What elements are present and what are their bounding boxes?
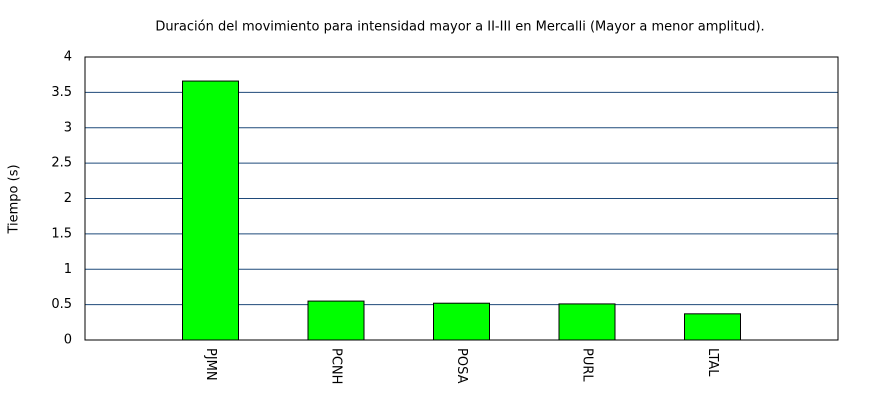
- x-tick-label: PJMN: [203, 348, 218, 381]
- bar: [558, 303, 616, 341]
- x-tick-label: PCNH: [329, 348, 344, 384]
- bar: [433, 302, 490, 341]
- chart-title: Duración del movimiento para intensidad …: [155, 20, 764, 35]
- x-tick-label: POSA: [454, 348, 469, 384]
- y-tick-label: 0: [64, 333, 72, 348]
- y-tick-label: 3: [64, 120, 72, 135]
- bar: [182, 80, 239, 341]
- y-tick-label: 1.5: [51, 226, 72, 241]
- y-tick-label: 2.5: [51, 156, 72, 171]
- y-tick-label: 1: [64, 262, 72, 277]
- x-tick-label: LTAL: [705, 348, 720, 377]
- y-tick-label: 3.5: [51, 85, 72, 100]
- y-axis-label: Tiempo (s): [7, 164, 22, 234]
- y-tick-label: 0.5: [51, 297, 72, 312]
- bar: [307, 300, 365, 341]
- y-tick-label: 2: [64, 191, 72, 206]
- bar: [684, 313, 741, 341]
- x-tick-label: PURL: [580, 348, 595, 382]
- y-tick-label: 4: [64, 50, 72, 65]
